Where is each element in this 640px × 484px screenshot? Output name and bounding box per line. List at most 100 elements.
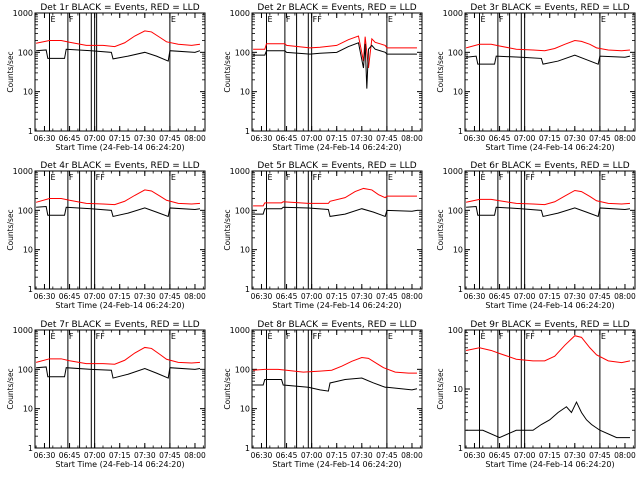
- x-tick-label: 07:45: [376, 134, 398, 143]
- x-tick-label: 07:30: [564, 292, 586, 301]
- series-line-lld: [35, 346, 201, 365]
- y-tick-label: 1: [458, 444, 463, 453]
- x-tick-label: 06:30: [34, 292, 56, 301]
- event-marker-label: E: [601, 332, 606, 341]
- chart-panel-1: Det 1r BLACK = Events, RED = LLD 1 10 100 10…: [6, 3, 206, 152]
- event-marker-label: FF: [526, 173, 536, 182]
- chart-title: Det 9r BLACK = Events, RED = LLD: [470, 320, 629, 330]
- x-tick-label: 07:15: [326, 134, 348, 143]
- x-tick-label: 06:45: [489, 451, 511, 460]
- y-tick-label: 1: [245, 444, 250, 453]
- y-tick-label: 100: [18, 365, 33, 374]
- x-tick-label: 06:45: [489, 134, 511, 143]
- x-tick-label: 07:00: [84, 134, 106, 143]
- plot-frame: [251, 12, 423, 132]
- chart-title: Det 7r BLACK = Events, RED = LLD: [40, 320, 199, 330]
- event-marker-label: F: [499, 15, 504, 24]
- y-tick-label: 1: [245, 127, 250, 136]
- event-marker-label: F: [286, 173, 291, 182]
- event-marker-label: FF: [313, 173, 323, 182]
- y-axis-label: Counts/sec: [6, 368, 15, 409]
- y-tick-label: 10: [453, 88, 463, 97]
- x-tick-label: 07:00: [514, 134, 536, 143]
- x-tick-label: 07:00: [301, 134, 323, 143]
- x-tick-label: 07:30: [134, 292, 156, 301]
- plot-frame: [34, 170, 206, 290]
- event-marker-label: E: [171, 15, 176, 24]
- y-tick-label: 1: [28, 444, 33, 453]
- event-marker-label: E: [388, 332, 393, 341]
- y-tick-label: 1: [28, 127, 33, 136]
- y-tick-label: 100: [448, 326, 463, 335]
- y-tick-label: 1000: [13, 167, 33, 176]
- event-marker-label: F: [286, 332, 291, 341]
- x-tick-label: 07:45: [159, 292, 181, 301]
- y-tick-label: 100: [448, 206, 463, 215]
- series-line-lld: [466, 189, 631, 206]
- x-axis-label: Start Time (24-Feb-14 06:24:20): [55, 301, 184, 310]
- chart-title: Det 6r BLACK = Events, RED = LLD: [470, 161, 629, 171]
- plot-frame: [464, 329, 636, 449]
- event-marker-label: E: [50, 15, 55, 24]
- x-tick-label: 06:30: [464, 134, 486, 143]
- y-axis-label: Counts/sec: [436, 368, 445, 409]
- x-tick-label: 06:30: [34, 451, 56, 460]
- y-tick-label: 100: [18, 206, 33, 215]
- x-tick-label: 07:00: [514, 451, 536, 460]
- event-marker-label: E: [601, 173, 606, 182]
- x-tick-label: 07:30: [564, 134, 586, 143]
- y-tick-label: 100: [448, 48, 463, 57]
- x-tick-label: 07:30: [134, 451, 156, 460]
- series-line-lld: [253, 356, 417, 374]
- x-tick-label: 07:00: [301, 292, 323, 301]
- y-tick-label: 1000: [230, 9, 250, 18]
- series-line-events: [36, 48, 201, 62]
- x-tick-label: 06:45: [489, 292, 511, 301]
- chart-title: Det 5r BLACK = Events, RED = LLD: [257, 161, 416, 171]
- chart-panel-4: Det 4r BLACK = Events, RED = LLD 1 10 100 10…: [6, 161, 206, 310]
- x-tick-label: 08:00: [401, 451, 423, 460]
- y-tick-label: 1: [458, 127, 463, 136]
- y-tick-label: 100: [235, 365, 250, 374]
- y-tick-label: 100: [235, 48, 250, 57]
- y-tick-label: 10: [23, 88, 33, 97]
- plot-frame: [464, 170, 636, 290]
- chart-title: Det 8r BLACK = Events, RED = LLD: [257, 320, 416, 330]
- y-axis-label: Counts/sec: [223, 209, 232, 250]
- plot-frame: [251, 329, 423, 449]
- x-tick-label: 06:30: [251, 292, 273, 301]
- y-tick-label: 100: [235, 206, 250, 215]
- x-axis-label: Start Time (24-Feb-14 06:24:20): [485, 460, 614, 469]
- x-tick-label: 07:00: [301, 451, 323, 460]
- x-tick-label: 06:30: [464, 292, 486, 301]
- plot-frame: [251, 170, 423, 290]
- x-tick-label: 06:45: [276, 134, 298, 143]
- y-tick-label: 1000: [13, 326, 33, 335]
- series-line-lld: [466, 335, 631, 364]
- y-axis-label: Counts/sec: [436, 51, 445, 92]
- x-tick-label: 07:15: [539, 292, 561, 301]
- y-tick-label: 10: [240, 246, 250, 255]
- x-tick-label: 07:45: [589, 292, 611, 301]
- y-tick-label: 10: [453, 385, 463, 394]
- x-tick-label: 07:15: [326, 451, 348, 460]
- y-tick-label: 1: [28, 285, 33, 294]
- event-marker-label: E: [171, 173, 176, 182]
- y-tick-label: 1000: [443, 9, 463, 18]
- chart-panel-2: Det 2r BLACK = Events, RED = LLD 1 10 100 10…: [223, 3, 423, 152]
- plot-frame: [34, 329, 206, 449]
- y-tick-label: 100: [18, 48, 33, 57]
- x-tick-label: 07:15: [109, 292, 131, 301]
- x-tick-label: 06:30: [464, 451, 486, 460]
- x-tick-label: 07:30: [351, 451, 373, 460]
- series-line-lld: [35, 189, 201, 206]
- x-tick-label: 07:00: [84, 292, 106, 301]
- x-tick-label: 07:30: [134, 134, 156, 143]
- y-tick-label: 10: [240, 405, 250, 414]
- chart-panel-7: Det 7r BLACK = Events, RED = LLD 1 10 100 10…: [6, 320, 206, 469]
- chart-title: Det 1r BLACK = Events, RED = LLD: [40, 3, 199, 13]
- chart-title: Det 2r BLACK = Events, RED = LLD: [257, 3, 416, 13]
- series-line-events: [36, 205, 201, 218]
